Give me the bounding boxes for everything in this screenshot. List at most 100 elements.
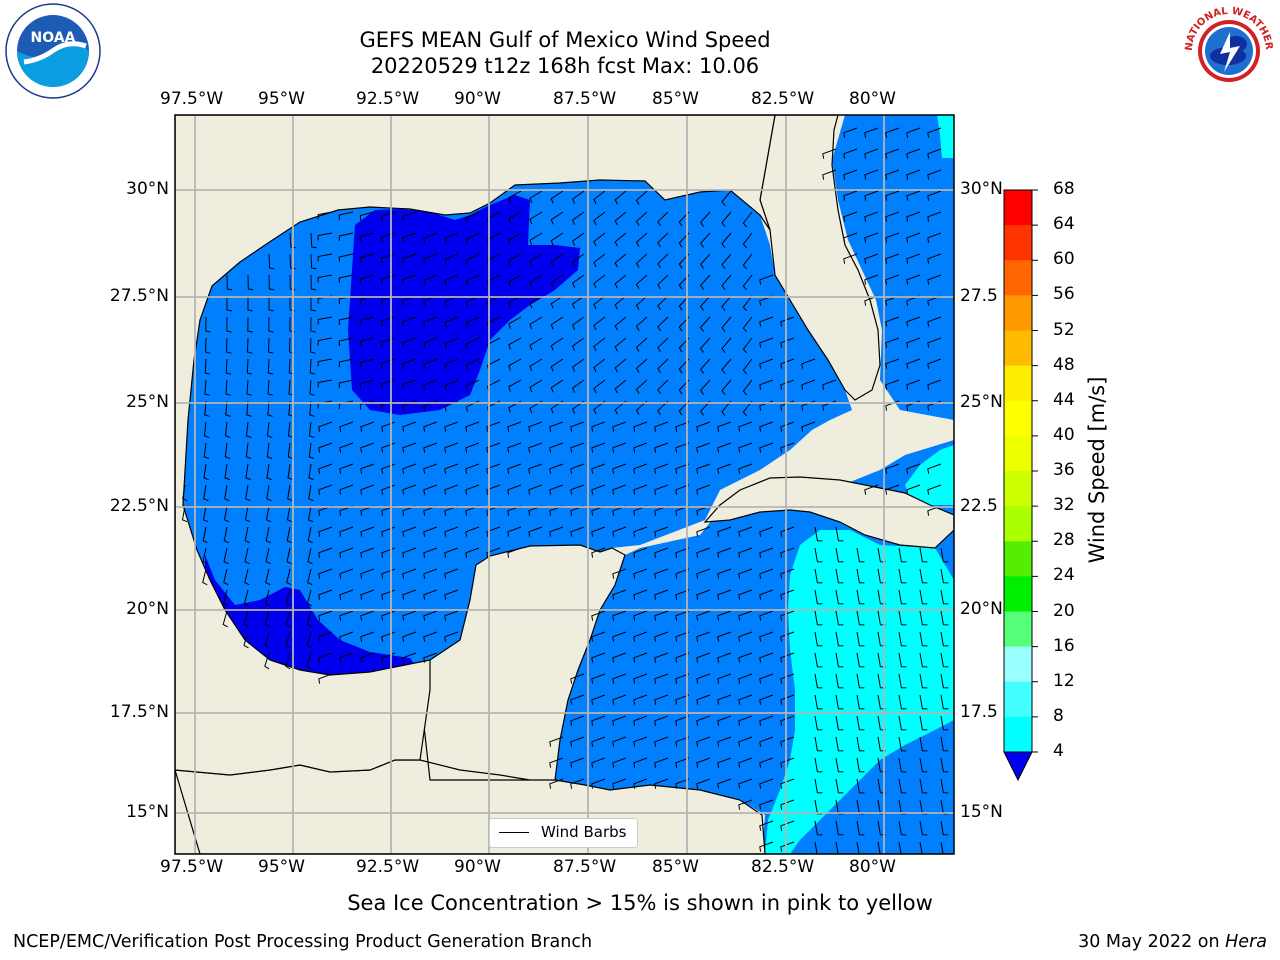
wind-barb bbox=[550, 232, 564, 246]
wind-barb bbox=[243, 610, 249, 628]
lon-label-bottom: 92.5°W bbox=[356, 857, 420, 877]
wind-barb bbox=[906, 190, 921, 201]
colorbar-tick-label: 8 bbox=[1053, 705, 1064, 726]
wind-barb bbox=[465, 316, 480, 328]
wind-barb bbox=[224, 442, 231, 459]
wind-barb bbox=[759, 442, 774, 453]
lat-label-right: 20°N bbox=[960, 599, 1003, 619]
wind-barb bbox=[780, 736, 795, 747]
wind-barb bbox=[696, 631, 711, 642]
wind-barb bbox=[402, 652, 417, 663]
wind-barb bbox=[591, 694, 606, 705]
wind-barb bbox=[699, 400, 711, 416]
wind-barb bbox=[402, 211, 417, 222]
wind-barb bbox=[591, 547, 606, 558]
wind-barb bbox=[738, 715, 753, 726]
wind-barb bbox=[633, 631, 648, 642]
wind-barb bbox=[654, 547, 669, 558]
wind-barb bbox=[675, 652, 690, 663]
legend-label: Wind Barbs bbox=[541, 823, 627, 841]
wind-barb bbox=[507, 421, 522, 432]
wind-barb bbox=[570, 526, 585, 537]
wind-barb bbox=[570, 421, 585, 432]
wind-barb bbox=[402, 547, 417, 558]
map-gridlines bbox=[175, 115, 954, 854]
wind-barb bbox=[759, 547, 774, 558]
wind-barb bbox=[224, 421, 231, 438]
wind-barb bbox=[801, 358, 816, 369]
wind-barb bbox=[635, 190, 648, 205]
wind-barb bbox=[780, 547, 795, 558]
wind-barb bbox=[593, 295, 606, 310]
wind-barb bbox=[593, 358, 606, 373]
wind-barb bbox=[675, 673, 690, 684]
wind-barb bbox=[678, 253, 690, 269]
wind-barb bbox=[570, 736, 585, 747]
wind-barb bbox=[223, 547, 229, 565]
wind-barb bbox=[307, 505, 314, 523]
wind-barb bbox=[614, 211, 627, 226]
wind-barb bbox=[633, 547, 648, 558]
wind-barb bbox=[318, 463, 333, 474]
wind-barb bbox=[550, 316, 564, 330]
wind-barb bbox=[940, 778, 949, 794]
wind-barb bbox=[287, 463, 293, 481]
wind-barb bbox=[696, 610, 711, 621]
wind-barb bbox=[814, 610, 823, 626]
wind-barb bbox=[885, 379, 900, 390]
wind-barb bbox=[246, 379, 252, 396]
wind-barb bbox=[864, 211, 879, 222]
wind-barb bbox=[508, 253, 522, 266]
wind-barb bbox=[423, 652, 438, 663]
wind-barb bbox=[635, 232, 648, 247]
wind-barb bbox=[814, 757, 823, 773]
wind-barb bbox=[529, 211, 543, 225]
wind-barb bbox=[318, 610, 333, 621]
wind-barb bbox=[898, 757, 907, 773]
wind-barb bbox=[717, 526, 732, 537]
wind-barb bbox=[885, 358, 900, 369]
wind-barb bbox=[465, 295, 480, 307]
wind-barb bbox=[423, 484, 438, 495]
wind-barb bbox=[742, 274, 753, 291]
wind-barb bbox=[339, 442, 354, 453]
wind-barb bbox=[549, 484, 564, 495]
wind-barb bbox=[696, 463, 711, 474]
wind-barb bbox=[266, 442, 273, 459]
wind-barb bbox=[571, 295, 585, 309]
lon-label-bottom: 80°W bbox=[849, 857, 896, 877]
wind-barb bbox=[549, 778, 564, 789]
wind-barb bbox=[814, 736, 823, 752]
wind-barb bbox=[244, 526, 250, 544]
wind-barb bbox=[359, 232, 375, 242]
wind-barb bbox=[738, 547, 753, 558]
wind-barb bbox=[699, 211, 711, 227]
wind-barb bbox=[814, 568, 823, 584]
colorbar-title: Wind Speed [m/s] bbox=[1085, 376, 1109, 564]
wind-barb bbox=[885, 211, 900, 222]
wind-barb bbox=[591, 631, 606, 642]
wind-barb bbox=[885, 127, 900, 138]
wind-barb bbox=[264, 631, 270, 649]
wind-barb bbox=[699, 232, 711, 248]
wind-barb bbox=[550, 274, 564, 288]
wind-barb bbox=[675, 736, 690, 747]
wind-barb bbox=[423, 274, 438, 285]
wind-barb bbox=[465, 211, 480, 223]
wind-barb bbox=[264, 610, 270, 628]
lon-label-top: 87.5°W bbox=[553, 89, 617, 109]
wind-barb bbox=[339, 463, 354, 474]
wind-barb bbox=[529, 274, 543, 288]
wind-barb bbox=[465, 442, 480, 453]
strong-region-atlantic-north bbox=[937, 115, 954, 158]
wind-barb bbox=[318, 547, 333, 558]
wind-barb bbox=[927, 274, 942, 285]
wind-barb bbox=[360, 442, 375, 453]
colorbar-tick-label: 48 bbox=[1053, 354, 1075, 375]
wind-barb bbox=[225, 400, 231, 417]
wind-barb bbox=[675, 547, 690, 558]
wind-barb bbox=[721, 253, 732, 270]
wind-barb bbox=[835, 652, 844, 668]
wind-barb bbox=[508, 337, 522, 350]
wind-barb bbox=[654, 421, 669, 432]
